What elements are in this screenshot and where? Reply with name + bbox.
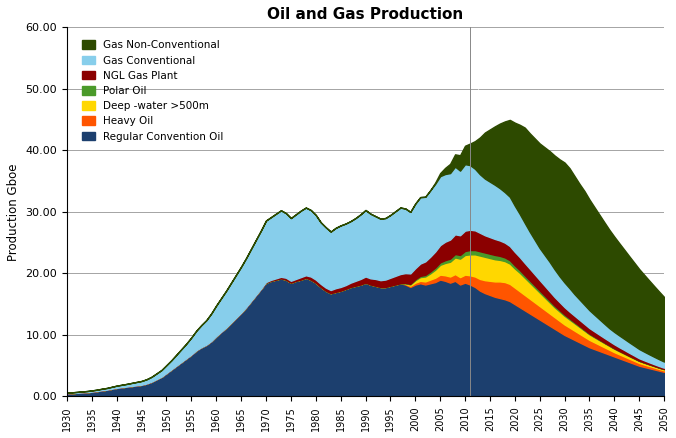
Y-axis label: Production Gboe: Production Gboe (7, 163, 20, 261)
Title: Oil and Gas Production: Oil and Gas Production (268, 7, 464, 22)
Text: Year 2011: Year 2011 (473, 88, 483, 139)
Legend: Gas Non-Conventional, Gas Conventional, NGL Gas Plant, Polar Oil, Deep -water >5: Gas Non-Conventional, Gas Conventional, … (78, 36, 228, 146)
